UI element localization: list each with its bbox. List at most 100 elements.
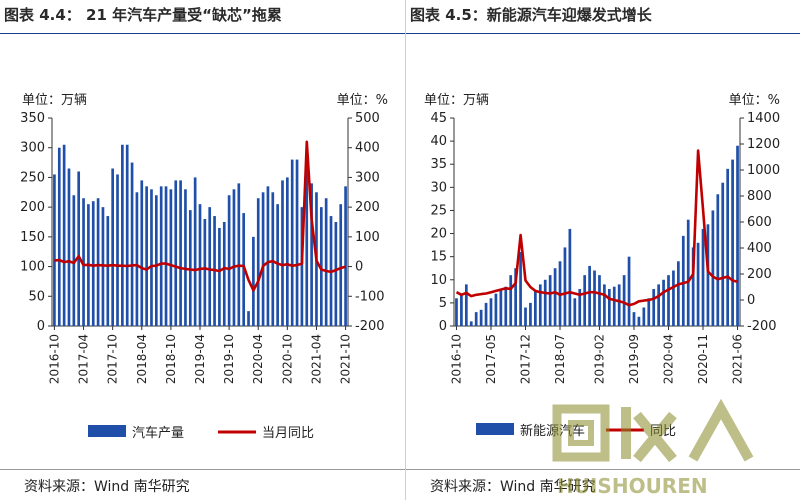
bar-mark (154, 195, 158, 326)
bar-mark (642, 307, 646, 326)
bar-mark (198, 204, 202, 326)
bar-mark (300, 207, 304, 326)
bar-mark (62, 144, 66, 326)
bar-mark (519, 252, 522, 326)
bar-mark (281, 180, 284, 326)
x-tick-label: 2016-10 (449, 334, 463, 384)
bar-mark (543, 279, 547, 326)
bar-mark (57, 147, 61, 326)
bar-mark (726, 168, 730, 326)
left-source-text: 资料来源：Wind 南华研究 (24, 479, 190, 495)
bar-mark (227, 195, 231, 326)
left-tick-label: 350 (20, 111, 45, 126)
bar-mark (295, 159, 299, 326)
left-axis-unit: 单位：万辆 (22, 93, 87, 108)
bar-mark (499, 289, 503, 326)
left-tick-label: 35 (430, 157, 447, 172)
x-tick-label: 2017-12 (519, 334, 533, 384)
right-source-rule (406, 469, 800, 470)
bar-mark (474, 312, 478, 326)
bar-mark (247, 311, 250, 326)
bar-mark (188, 210, 192, 326)
bar-mark (305, 162, 309, 326)
right-tick-label: 400 (355, 141, 380, 156)
bar-mark (677, 261, 680, 326)
right-title-rule (406, 33, 800, 34)
x-tick-label: 2020-04 (662, 334, 676, 384)
left-tick-label: 100 (20, 260, 45, 275)
right-tick-label: 1400 (747, 111, 780, 126)
bar-mark (464, 284, 468, 326)
bar-mark (667, 275, 670, 326)
bar-mark (261, 192, 265, 326)
bar-mark (106, 216, 110, 326)
right-tick-label: 500 (355, 111, 380, 126)
bar-mark (563, 247, 567, 326)
bar-mark (339, 204, 343, 326)
right-tick-label: 200 (747, 267, 772, 282)
bar-mark (686, 219, 690, 326)
left-tick-label: 30 (430, 180, 447, 195)
x-tick-label: 2021-10 (339, 334, 353, 384)
x-tick-label: 2017-04 (77, 334, 91, 384)
bar-mark (53, 174, 56, 326)
bar-mark (736, 145, 739, 326)
left-tick-label: 20 (430, 227, 447, 242)
x-tick-label: 2021-04 (309, 334, 323, 384)
left-tick-label: 200 (20, 200, 45, 215)
right-tick-label: 0 (747, 293, 755, 308)
bar-mark (145, 186, 148, 326)
bar-mark (455, 298, 458, 326)
bar-mark (116, 174, 119, 326)
left-chart-title: 图表 4.4： 21 年汽车产量受“缺芯”拖累 (4, 6, 282, 24)
x-tick-label: 2018-04 (135, 334, 149, 384)
left-tick-label: 300 (20, 141, 45, 156)
bar-mark (193, 177, 197, 326)
bar-mark (125, 144, 129, 326)
bar-mark (637, 316, 641, 326)
bar-mark (135, 192, 139, 326)
bar-mark (672, 270, 675, 326)
bar-mark (568, 228, 572, 326)
bar-mark (77, 171, 81, 326)
legend-bar-swatch (88, 425, 126, 437)
x-tick-label: 2018-07 (553, 334, 567, 384)
bar-mark (647, 298, 651, 326)
right-tick-label: 1200 (747, 137, 780, 152)
left-tick-label: 0 (37, 319, 45, 334)
legend-bar-label: 汽车产量 (132, 425, 184, 441)
bar-mark (509, 275, 513, 326)
bar-mark (164, 186, 168, 326)
bar-mark (121, 144, 124, 326)
bar-mark (460, 293, 463, 326)
x-tick-label: 2019-10 (222, 334, 236, 384)
right-source-text: 资料来源：Wind 南华研究 (430, 479, 596, 495)
left-tick-label: 50 (28, 289, 45, 304)
left-tick-label: 15 (430, 250, 447, 265)
bar-mark (203, 219, 207, 326)
bar-mark (603, 284, 606, 326)
left-tick-label: 150 (20, 230, 45, 245)
left-tick-label: 5 (439, 296, 447, 311)
bar-mark (612, 286, 616, 326)
right-axis-unit: 单位：% (729, 93, 780, 108)
right-tick-label: 100 (355, 230, 380, 245)
bar-mark (266, 186, 270, 326)
x-tick-label: 2019-02 (592, 334, 606, 384)
bar-mark (524, 307, 527, 326)
bar-mark (583, 275, 587, 326)
right-tick-label: 200 (355, 200, 380, 215)
bar-mark (140, 180, 144, 326)
x-tick-label: 2020-04 (251, 334, 265, 384)
bar-mark (711, 210, 715, 326)
legend-line-label: 当月同比 (262, 426, 314, 441)
right-tick-label: 1000 (747, 163, 780, 178)
x-tick-label: 2016-10 (47, 334, 61, 384)
bar-mark (622, 275, 626, 326)
bar-mark (184, 189, 187, 326)
bar-mark (271, 192, 275, 326)
bar-mark (598, 275, 601, 326)
right-tick-label: -200 (355, 319, 385, 334)
left-tick-label: 45 (430, 111, 447, 126)
watermark-text: HUISHOUREN (557, 474, 708, 498)
